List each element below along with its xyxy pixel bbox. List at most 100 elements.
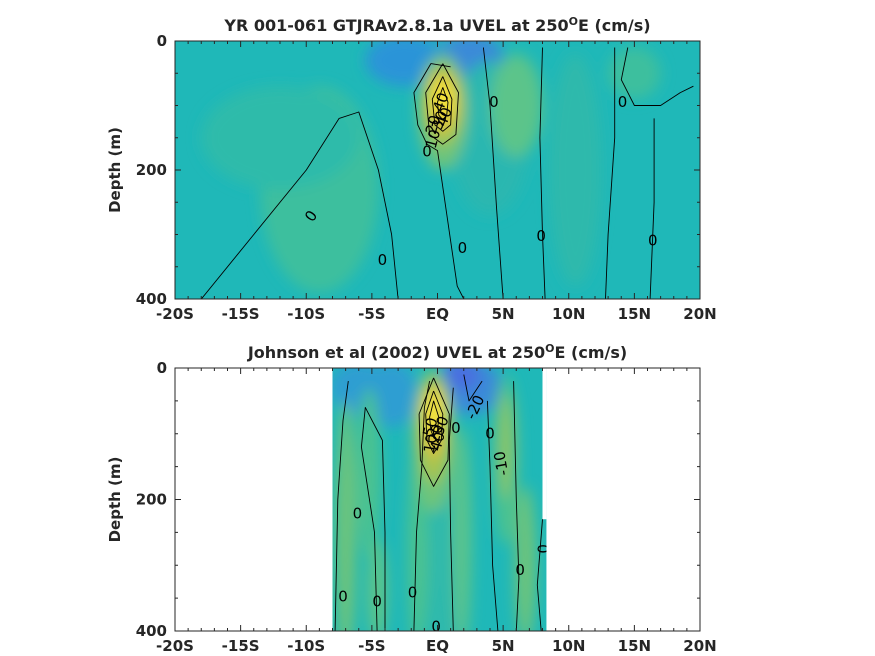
contour-line-4 <box>605 47 616 299</box>
contour-label-8: 10 <box>422 127 444 150</box>
x-tick-label: 10N <box>552 305 585 323</box>
contour-line-4 <box>486 400 499 631</box>
contour-label-10: -10 <box>490 450 512 477</box>
contour-line-1 <box>413 63 465 299</box>
chart-title-end: E (cm/s) <box>555 343 628 362</box>
contour-label-1: 0 <box>378 251 388 269</box>
x-tick-label: -10S <box>287 305 325 323</box>
contour-label-1: 0 <box>338 587 348 605</box>
contour-line-0 <box>200 111 399 299</box>
x-tick-label: -5S <box>358 637 385 655</box>
x-tick-label: 15N <box>618 305 651 323</box>
heatmap-blobs <box>332 368 536 631</box>
contour-line-5 <box>513 381 520 631</box>
heatmap-blob-9 <box>453 427 472 631</box>
contour-label-13: 30 <box>429 414 452 438</box>
heatmap-blob-5 <box>357 387 382 559</box>
y-tick-label: 0 <box>157 359 167 377</box>
heatmap-blob-6 <box>366 538 388 631</box>
contour-label-3: 0 <box>408 583 418 601</box>
x-tick-label: -10S <box>287 637 325 655</box>
contour-line-5 <box>620 47 694 106</box>
contour-label-2: 0 <box>422 142 432 160</box>
x-tick-label: -15S <box>222 637 260 655</box>
x-tick-label: -15S <box>222 305 260 323</box>
chart-title-superscript: O <box>569 15 578 28</box>
x-tick-label: -20S <box>156 637 194 655</box>
contour-label-5: 0 <box>536 227 546 245</box>
x-tick-label: 20N <box>683 305 716 323</box>
chart-title-end: E (cm/s) <box>578 16 651 35</box>
contour-label-14: 50 <box>419 415 441 438</box>
chart-title: Johnson et al (2002) UVEL at 250OE (cm/s… <box>247 342 627 362</box>
contour-label-11: 10 <box>420 433 441 455</box>
chart-title: YR 001-061 GTJRAv2.8.1a UVEL at 250OE (c… <box>223 15 650 35</box>
contour-label-3: 0 <box>458 239 468 257</box>
heatmap-blob-1 <box>365 368 418 428</box>
y-tick-label: 0 <box>157 32 167 50</box>
x-tick-label: 20N <box>683 637 716 655</box>
contour-label-8: 0 <box>534 544 552 554</box>
contour-line-8 <box>418 377 450 487</box>
heatmap-blob-6 <box>549 53 602 287</box>
contour-line-2 <box>482 47 504 299</box>
contour-line-6 <box>536 519 543 631</box>
contour-line-3 <box>539 47 546 299</box>
contour-label-10: 30 <box>428 108 451 132</box>
x-tick-label: EQ <box>426 305 449 323</box>
contour-label-12: 40 <box>429 90 452 114</box>
missing-data-region <box>542 368 547 520</box>
y-tick-label: 400 <box>136 622 167 640</box>
y-axis-label: Depth (m) <box>106 457 124 543</box>
chart-title-main: YR 001-061 GTJRAv2.8.1a UVEL at 250 <box>223 16 568 35</box>
contour-line-7 <box>463 374 483 402</box>
x-tick-label: 5N <box>492 305 515 323</box>
heatmap-blob-5 <box>490 53 543 158</box>
y-axis-label: Depth (m) <box>106 127 124 213</box>
contour-line-9 <box>425 390 444 454</box>
contour-label-7: 0 <box>648 231 658 249</box>
contour-line-6 <box>649 118 655 299</box>
heatmap-blob-1 <box>201 86 359 190</box>
contour-label-4: 0 <box>489 93 499 111</box>
contour-label-7: 0 <box>515 561 525 579</box>
x-tick-label: -20S <box>156 305 194 323</box>
contour-line-3 <box>448 387 454 631</box>
x-tick-label: 15N <box>618 637 651 655</box>
chart-title-main: Johnson et al (2002) UVEL at 250 <box>247 343 545 362</box>
contour-label-6: 0 <box>485 424 495 442</box>
heatmap-blob-4 <box>335 400 357 631</box>
contour-label-11: 40 <box>433 105 456 129</box>
contour-label-9: 20 <box>422 113 444 136</box>
y-tick-label: 400 <box>136 290 167 308</box>
contour-line-10 <box>429 400 440 438</box>
contour-line-0 <box>334 381 349 631</box>
y-tick-label: 200 <box>136 161 167 179</box>
contour-line-8 <box>431 76 453 132</box>
contour-line-9 <box>437 87 449 121</box>
heatmap-blob-11 <box>499 394 513 500</box>
contour-label-6: 0 <box>618 93 628 111</box>
x-tick-label: EQ <box>426 637 449 655</box>
contour-label-4: 0 <box>431 618 441 636</box>
x-tick-label: 10N <box>552 637 585 655</box>
contour-line-1 <box>360 406 386 631</box>
x-tick-label: -5S <box>358 305 385 323</box>
contour-label-2: 0 <box>372 593 382 611</box>
contour-line-2 <box>413 381 431 631</box>
contour-label-12: 20 <box>425 422 447 445</box>
heatmap-blob-7 <box>608 47 661 100</box>
contour-label-5: 0 <box>451 419 461 437</box>
contour-line-7 <box>425 63 459 145</box>
y-tick-label: 200 <box>136 491 167 509</box>
x-tick-label: 5N <box>492 637 515 655</box>
heatmap-blob-3 <box>441 368 481 392</box>
contour-label-15: 40 <box>427 430 449 453</box>
contour-label-0: 0 <box>353 504 363 522</box>
chart-title-superscript: O <box>545 342 554 355</box>
